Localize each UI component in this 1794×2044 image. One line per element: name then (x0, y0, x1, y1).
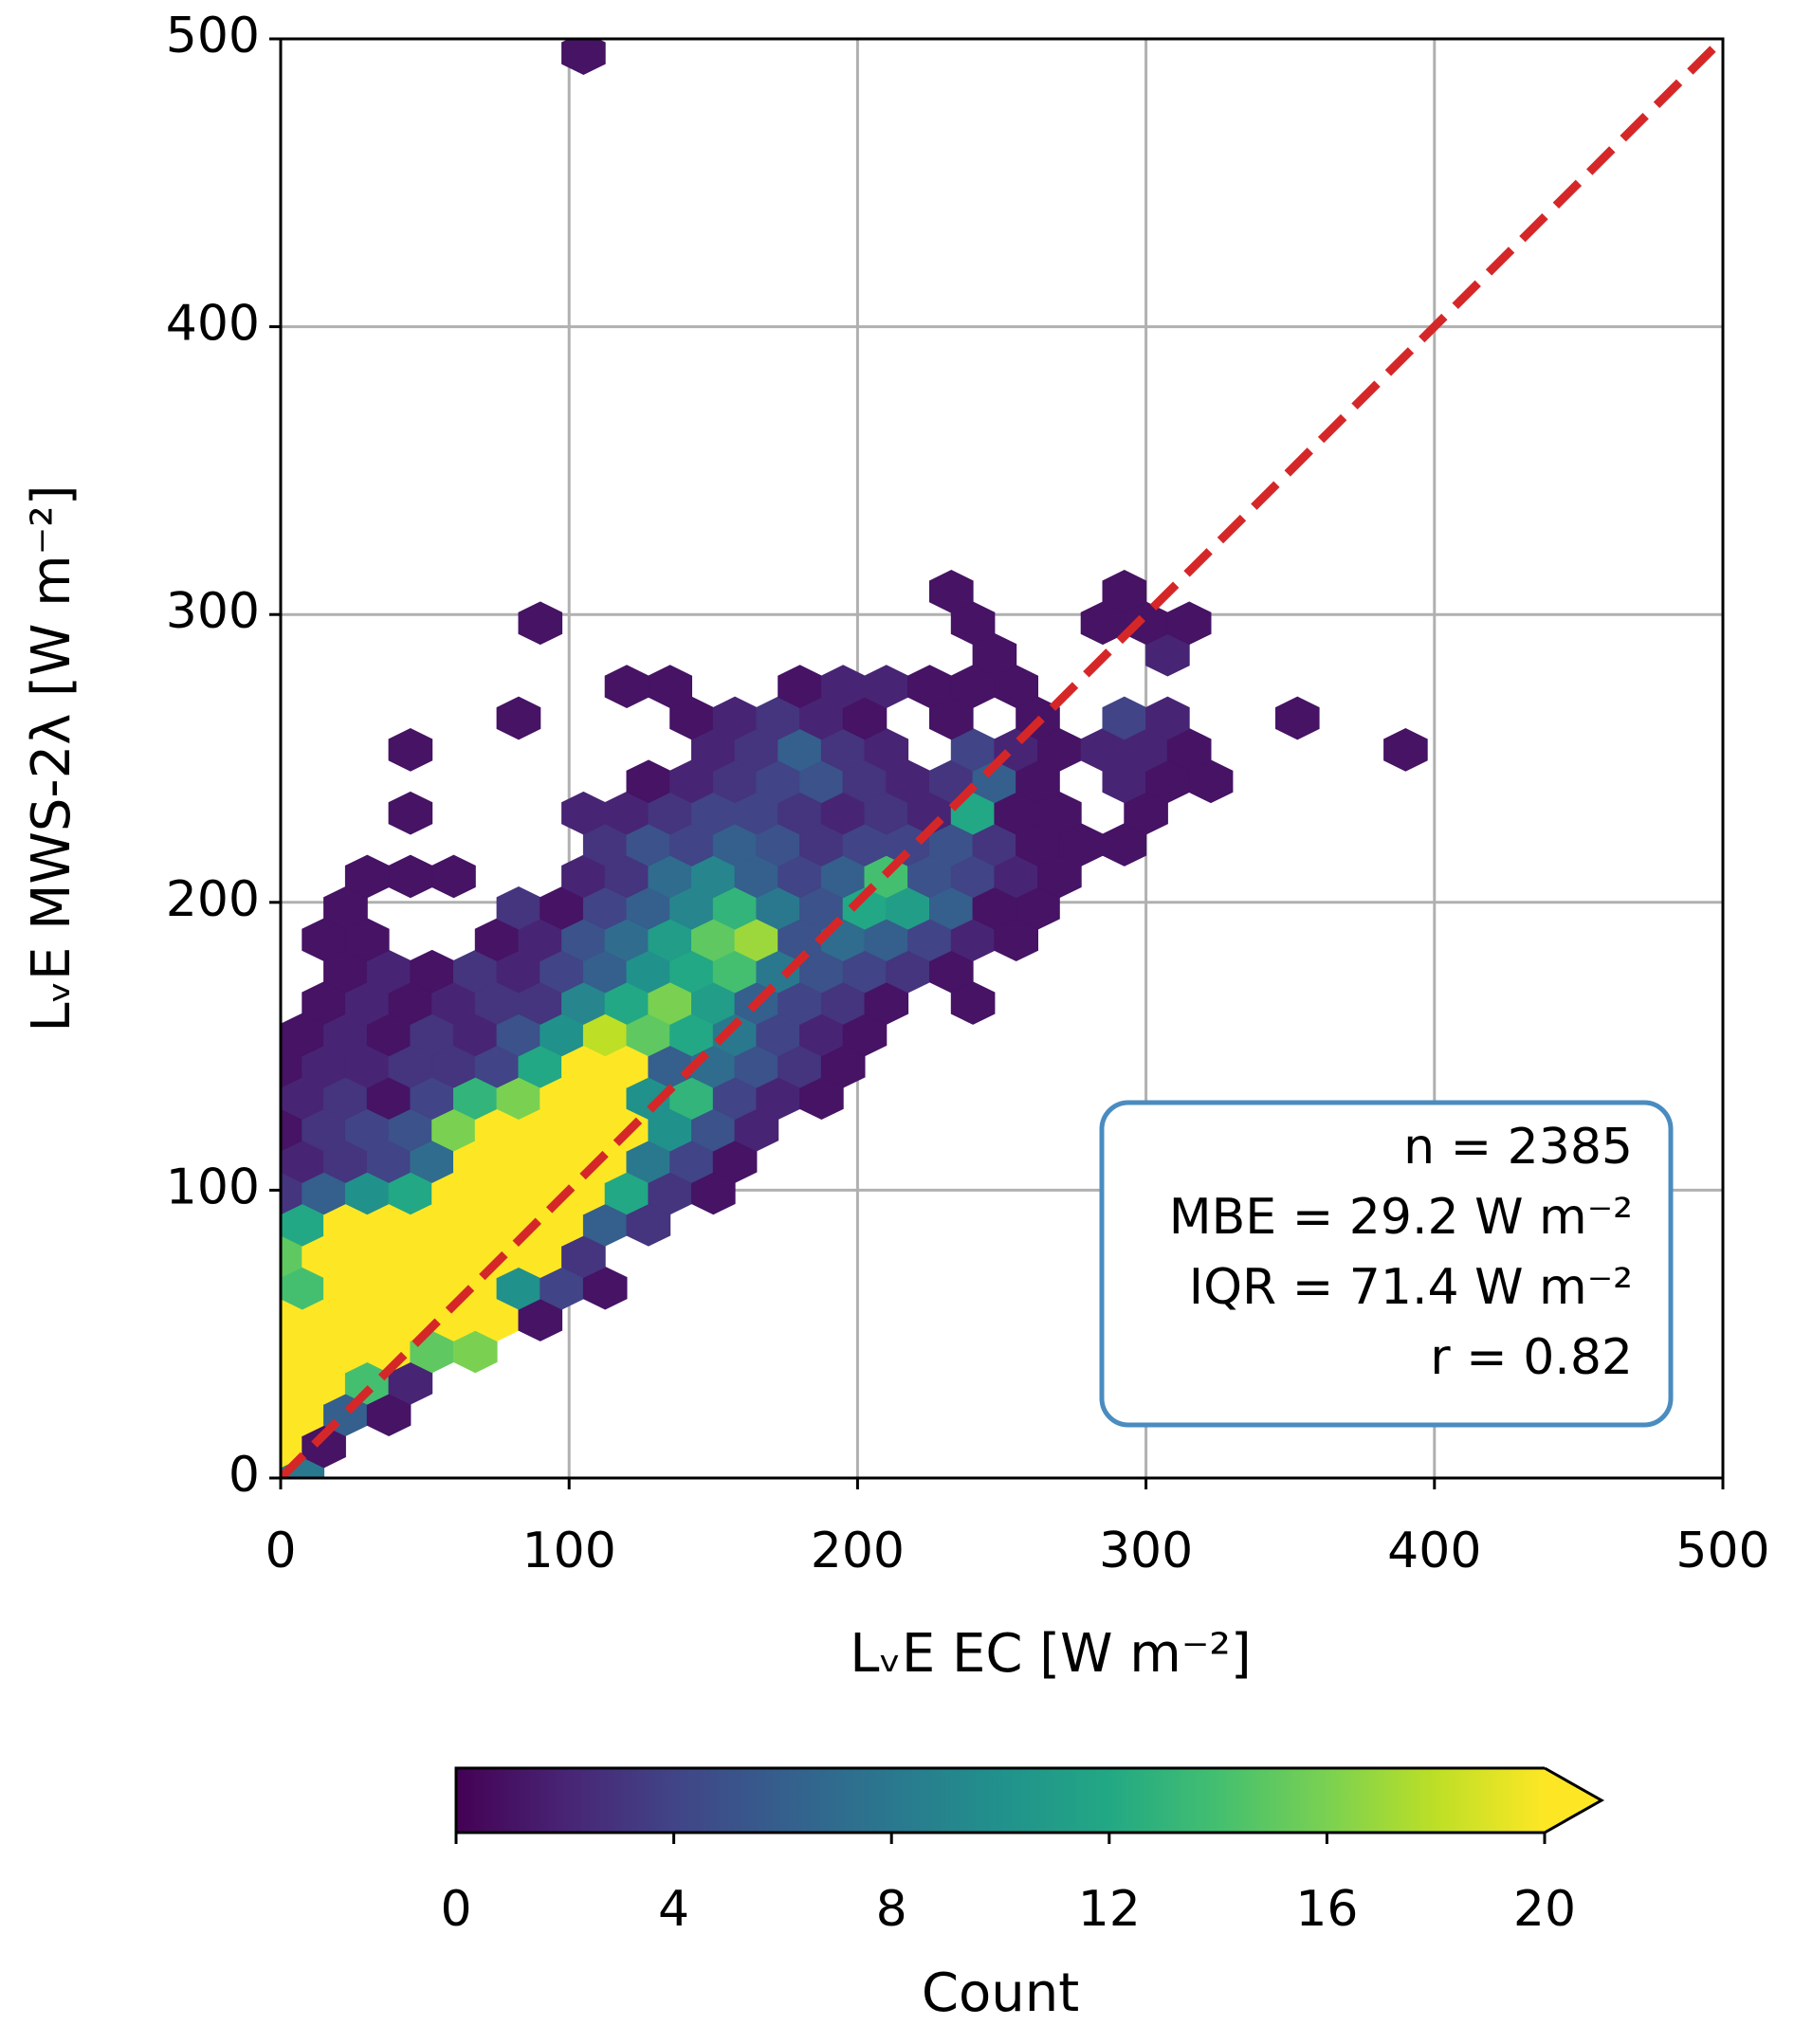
x-tick-label: 400 (1387, 1523, 1481, 1579)
colorbar-gradient (456, 1768, 1545, 1833)
hex-cell (604, 665, 650, 708)
colorbar-label: Count (922, 1962, 1079, 2024)
colorbar-tick-label: 4 (658, 1881, 689, 1938)
overlay (281, 39, 1723, 1478)
annotation-text: n = 2385 (1403, 1119, 1633, 1176)
x-tick-label: 100 (522, 1523, 616, 1579)
annotation-text: MBE = 29.2 W m⁻² (1169, 1189, 1633, 1246)
colorbar-outline (454, 1766, 1605, 1834)
x-tick-label: 200 (811, 1523, 905, 1579)
hex-cell (1166, 601, 1212, 646)
annotation-text: r = 0.82 (1430, 1329, 1633, 1386)
hex-cell (388, 854, 433, 899)
hex-cell (1102, 570, 1147, 613)
reference-line (281, 39, 1723, 1478)
y-tick-label: 400 (166, 296, 260, 353)
y-tick-label: 300 (166, 583, 260, 640)
colorbar-tick-label: 12 (1078, 1881, 1141, 1938)
x-tick-label: 300 (1099, 1523, 1193, 1579)
colorbar-tick-label: 20 (1513, 1881, 1576, 1938)
hex-cell (431, 854, 476, 899)
colorbar-tick-label: 0 (440, 1881, 471, 1938)
annotation-box (1099, 1100, 1674, 1428)
x-axis-label: LᵥE EC [W m⁻²] (850, 1623, 1251, 1685)
hex-cell (388, 728, 433, 772)
hex-cell (1275, 696, 1320, 740)
hex-cell (929, 570, 974, 613)
hex-cell (496, 696, 541, 740)
colorbar-tick-label: 8 (876, 1881, 907, 1938)
x-tick-label: 500 (1675, 1523, 1769, 1579)
colorbar-tick-label: 16 (1295, 1881, 1358, 1938)
hex-cell (561, 39, 606, 75)
y-axis-label: LᵥE MWS-2λ [W m⁻²] (21, 484, 82, 1031)
hex-cell (388, 791, 433, 835)
hex-cell (518, 601, 563, 646)
y-tick-label: 0 (229, 1447, 260, 1504)
y-tick-label: 200 (166, 871, 260, 928)
x-tick-label: 0 (265, 1523, 296, 1579)
hex-cell (648, 665, 692, 708)
hex-cell (1383, 728, 1428, 772)
y-tick-label: 500 (166, 8, 260, 64)
annotation-text: IQR = 71.4 W m⁻² (1189, 1259, 1633, 1316)
y-tick-label: 100 (166, 1159, 260, 1215)
hexbin-cells (281, 39, 1428, 1478)
colorbar: 0 4 8 12 16 20 (440, 1766, 1605, 1938)
plot-frame (279, 37, 1725, 1480)
hex-cell (1145, 696, 1190, 740)
colorbar-extend (1545, 1768, 1602, 1833)
annotation: n = 2385 MBE = 29.2 W m⁻² IQR = 71.4 W m⁻²… (1169, 1119, 1633, 1386)
